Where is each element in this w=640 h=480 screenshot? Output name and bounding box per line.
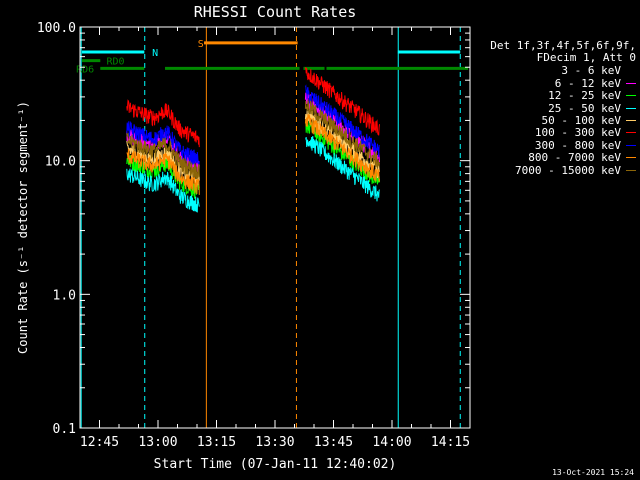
legend-swatch <box>626 157 636 159</box>
legend-swatch <box>626 69 636 72</box>
y-tick-label-1: 1.0 <box>53 288 76 303</box>
series-line-3-0 <box>126 168 200 213</box>
legend-item: 100 - 300 keV <box>486 126 636 140</box>
legend-item: 50 - 100 keV <box>486 114 636 128</box>
y-tick-label-3: 100.0 <box>37 21 76 36</box>
state-label-n: N <box>152 48 158 59</box>
x-tick-label-6: 14:15 <box>431 435 470 450</box>
legend-swatch <box>626 169 636 171</box>
legend-item: 3 - 6 keV <box>486 64 636 78</box>
plot-timestamp: 13-Oct-2021 15:24 <box>552 468 634 477</box>
series-line-5-1 <box>304 67 380 136</box>
series-line-5-0 <box>126 99 200 148</box>
legend-item: 25 - 50 keV <box>486 101 636 115</box>
legend-swatch <box>626 120 636 122</box>
series-line-3-1 <box>305 135 380 202</box>
series-line-8-1 <box>304 99 380 169</box>
legend-label: 300 - 800 keV <box>534 138 621 152</box>
legend-item: 6 - 12 keV <box>486 76 636 90</box>
legend-header-line-1: Det 1f,3f,4f,5f,6f,9f, <box>490 39 636 52</box>
legend-swatch <box>626 82 636 84</box>
legend-item: 800 - 7000 keV <box>486 151 636 165</box>
legend-label: 3 - 6 keV <box>561 64 621 78</box>
y-tick-label-0: 0.1 <box>53 422 76 437</box>
series-line-7-0 <box>126 148 200 195</box>
legend-label: 100 - 300 keV <box>534 126 621 140</box>
legend-label: 25 - 50 keV <box>548 101 621 115</box>
y-tick-label-2: 10.0 <box>45 155 76 170</box>
chart-title: RHESSI Count Rates <box>194 3 357 21</box>
state-label-rd0: RD0 <box>107 57 125 68</box>
x-tick-label-1: 13:00 <box>138 435 177 450</box>
legend-label: 800 - 7000 keV <box>528 151 621 165</box>
legend-swatch <box>626 107 636 109</box>
legend-swatch <box>626 144 636 146</box>
state-label-s: S <box>198 39 204 50</box>
legend-swatch <box>626 95 636 97</box>
x-tick-label-0: 12:45 <box>80 435 119 450</box>
y-axis-title: Count Rate (s⁻¹ detector segment⁻¹) <box>16 101 30 354</box>
x-tick-label-2: 13:15 <box>197 435 236 450</box>
legend-swatch <box>626 132 636 134</box>
legend-item: 12 - 25 keV <box>486 89 636 103</box>
legend-item: 7000 - 15000 keV <box>486 163 636 177</box>
x-tick-label-4: 13:45 <box>314 435 353 450</box>
legend-label: 7000 - 15000 keV <box>515 163 621 177</box>
plot-frame <box>79 26 471 429</box>
legend-label: 12 - 25 keV <box>548 89 621 103</box>
x-axis-title: Start Time (07-Jan-11 12:40:02) <box>154 457 397 472</box>
state-label-rd6: RD6 <box>76 64 94 75</box>
legend-header-line-2: FDecim 1, Att 0 <box>536 51 636 65</box>
legend: Det 1f,3f,4f,5f,6f,9f, FDecim 1, Att 0 3… <box>486 39 636 177</box>
legend-label: 6 - 12 keV <box>554 76 621 90</box>
series-line-7-1 <box>304 113 380 182</box>
x-tick-label-5: 14:00 <box>372 435 411 450</box>
legend-item: 300 - 800 keV <box>486 138 636 152</box>
legend-label: 50 - 100 keV <box>541 114 621 128</box>
series-line-8-0 <box>126 132 200 180</box>
x-tick-label-3: 13:30 <box>255 435 294 450</box>
series-line-6-1 <box>304 84 380 158</box>
